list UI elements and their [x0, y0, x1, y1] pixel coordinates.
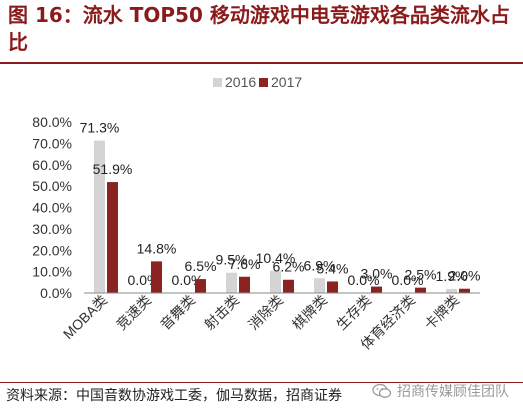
bar-2016 [314, 278, 325, 293]
bar-2017 [195, 279, 206, 293]
data-label-2017: 6.5% [185, 258, 217, 274]
category-label: 卡牌类 [421, 292, 462, 333]
watermark-text: 招商传媒顾佳团队 [397, 384, 509, 400]
bar-2016 [226, 272, 237, 293]
bar-2016 [94, 140, 105, 293]
category-label: 竞速类 [113, 292, 154, 333]
figure-title: 图 16：流水 TOP50 移动游戏中电竞游戏各品类流水占比 [8, 3, 510, 54]
bar-2017 [151, 261, 162, 293]
data-label-2016: 71.3% [80, 120, 120, 136]
data-label-2016: 1.9% [436, 268, 468, 284]
y-tick-label: 0.0% [40, 285, 72, 301]
data-label-2017: 2.5% [405, 267, 437, 283]
y-tick-label: 50.0% [32, 178, 72, 194]
bar-2017 [239, 276, 250, 293]
data-label-2016: 9.5% [216, 252, 248, 268]
source-note: 资料来源：中国音数协游戏工委，伽马数据，招商证券 [6, 388, 342, 404]
category-label: 生存类 [333, 292, 374, 333]
bar-2017 [415, 287, 426, 293]
category-label: 射击类 [201, 292, 242, 333]
bar-2016 [446, 288, 457, 293]
data-label-2017: 3.0% [361, 266, 393, 282]
wechat-icon [372, 383, 392, 398]
data-label-2017: 6.2% [273, 259, 305, 275]
bar-2016 [270, 270, 281, 293]
data-label-2016: 10.4% [256, 250, 296, 266]
watermark: 招商传媒顾佳团队 [372, 381, 509, 401]
bar-2017 [459, 288, 470, 293]
data-label-2017: 2.0% [449, 268, 481, 284]
y-tick-label: 40.0% [32, 200, 72, 216]
title-rule [0, 62, 523, 64]
y-tick-label: 30.0% [32, 221, 72, 237]
category-label: 棋牌类 [289, 292, 330, 333]
y-tick-label: 70.0% [32, 135, 72, 151]
data-label-2017: 7.6% [229, 256, 261, 272]
y-tick-label: 60.0% [32, 157, 72, 173]
bar-chart: 2016 2017 0.0% 10.0% 20.0% 30.0% 40.0% 50.0% 60.… [32, 74, 481, 353]
legend-swatch-2016 [213, 78, 222, 87]
data-label-2017: 14.8% [137, 240, 177, 256]
y-tick-label: 80.0% [32, 114, 72, 130]
source-rule [0, 382, 523, 383]
legend-label-2017: 2017 [271, 74, 302, 90]
data-label-2016: 0.0% [392, 272, 424, 288]
data-label-2017: 5.4% [317, 260, 349, 276]
legend-label-2016: 2016 [225, 74, 256, 90]
data-label-2016: 0.0% [348, 272, 380, 288]
bar-2017 [327, 281, 338, 293]
category-label: 音舞类 [157, 292, 198, 333]
legend-swatch-2017 [259, 78, 268, 87]
y-tick-label: 20.0% [32, 242, 72, 258]
category-label: 消除类 [245, 292, 286, 333]
y-tick-label: 10.0% [32, 264, 72, 280]
bar-2017 [283, 279, 294, 293]
bar-2017 [371, 286, 382, 293]
bar-2017 [107, 182, 118, 293]
data-label-2017: 51.9% [93, 161, 133, 177]
data-label-2016: 6.9% [304, 257, 336, 273]
